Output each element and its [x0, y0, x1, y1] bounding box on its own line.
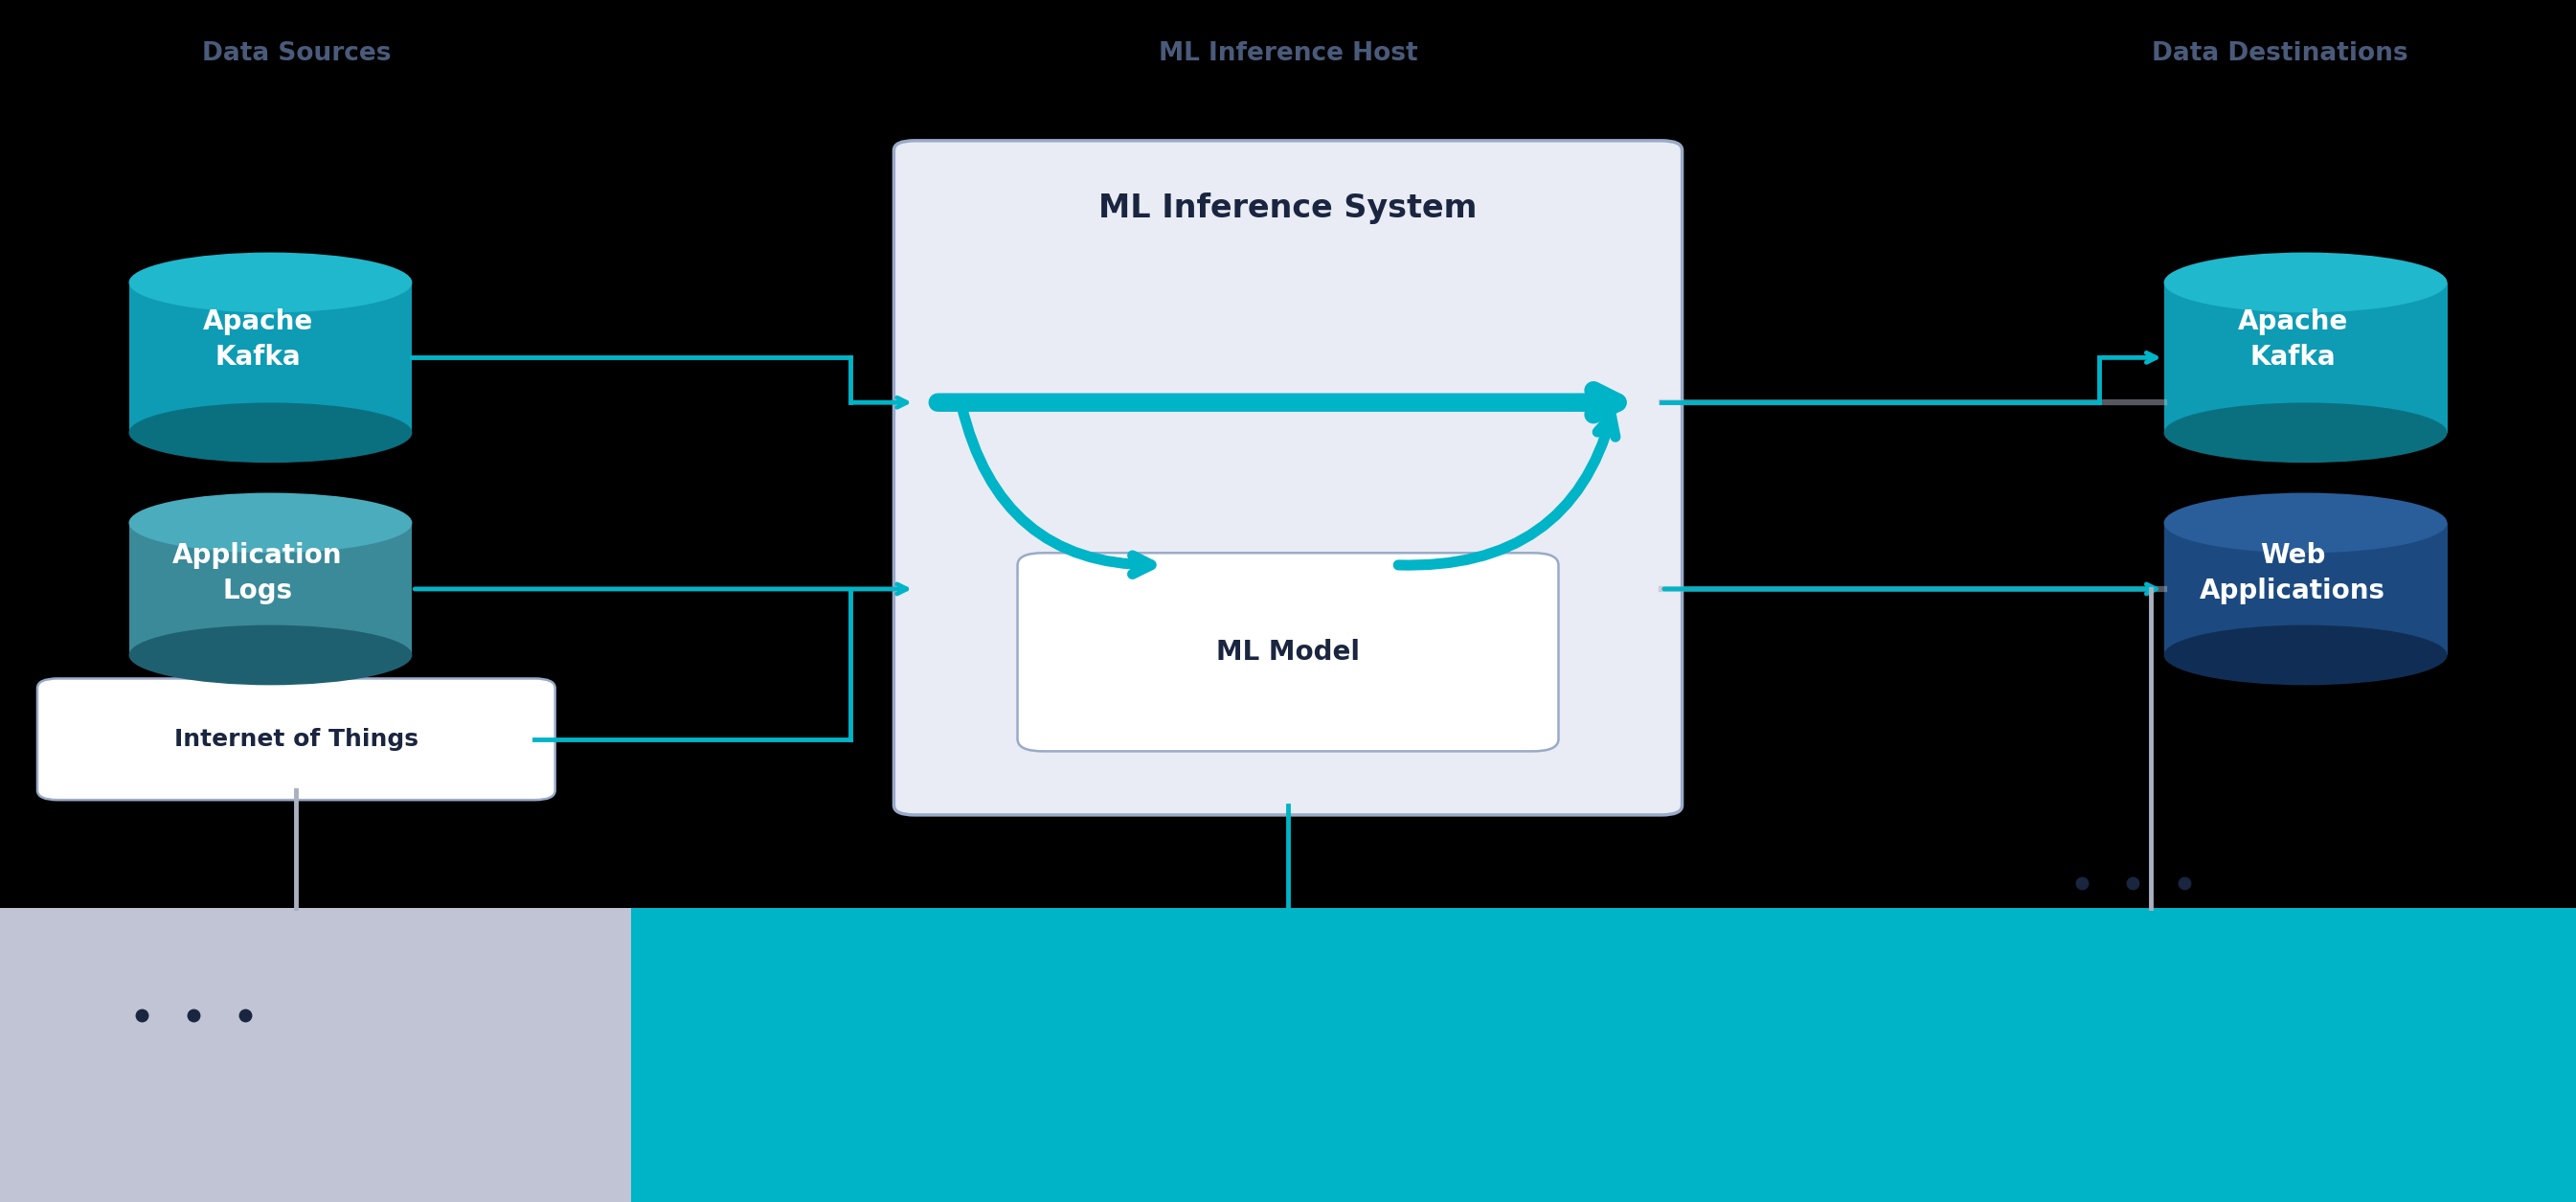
FancyBboxPatch shape [39, 678, 556, 801]
Bar [2164, 282, 2447, 433]
Ellipse shape [129, 252, 412, 313]
FancyBboxPatch shape [1018, 553, 1558, 751]
Bar [129, 282, 412, 433]
Ellipse shape [2164, 625, 2447, 685]
Bar [631, 908, 2576, 1202]
Text: Application
Logs: Application Logs [173, 542, 343, 605]
FancyBboxPatch shape [894, 141, 1682, 815]
Text: ML Model: ML Model [1216, 638, 1360, 666]
Text: ML Inference Host: ML Inference Host [1159, 42, 1417, 66]
Ellipse shape [129, 625, 412, 685]
Ellipse shape [129, 403, 412, 463]
Text: ML Inference System: ML Inference System [1100, 192, 1476, 224]
Text: Web
Applications: Web Applications [2200, 542, 2385, 605]
Bar [2164, 523, 2447, 655]
Ellipse shape [129, 493, 412, 553]
Bar [0, 908, 631, 1202]
Text: Apache
Kafka: Apache Kafka [204, 309, 312, 370]
Text: Apache
Kafka: Apache Kafka [2239, 309, 2347, 370]
Text: Data Sources: Data Sources [201, 42, 392, 66]
Text: Internet of Things: Internet of Things [175, 727, 417, 751]
Ellipse shape [2164, 252, 2447, 313]
Text: Data Destinations: Data Destinations [2151, 42, 2409, 66]
Bar [129, 523, 412, 655]
Ellipse shape [2164, 493, 2447, 553]
Ellipse shape [2164, 403, 2447, 463]
